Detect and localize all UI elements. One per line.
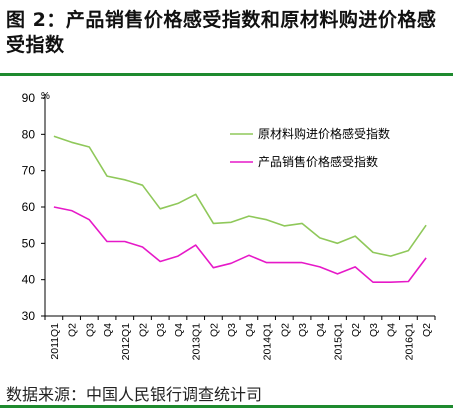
x-tick-label: Q3 [155, 323, 167, 337]
x-tick-label: Q4 [315, 323, 327, 337]
x-tick-label: Q2 [350, 323, 362, 337]
figure-title: 图 2：产品销售价格感受指数和原材料购进价格感受指数 [6, 9, 437, 56]
x-tick-label: 2011Q1 [49, 323, 61, 360]
y-tick-label: 70 [22, 164, 36, 178]
x-tick-label: Q4 [102, 323, 114, 337]
x-tick-label: Q2 [421, 323, 433, 337]
series-line-2 [53, 206, 427, 283]
x-tick-label: 2013Q1 [191, 323, 203, 361]
x-tick-label: 2014Q1 [262, 323, 274, 361]
y-tick-label: 60 [22, 200, 36, 214]
x-tick-label: Q3 [84, 323, 96, 337]
legend-label-2: 产品销售价格感受指数 [258, 154, 378, 169]
x-tick-label: Q2 [138, 323, 150, 337]
x-tick-label: Q3 [226, 323, 238, 337]
x-tick-label: Q3 [297, 323, 309, 337]
x-tick-label: 2015Q1 [333, 323, 345, 361]
x-tick-label: Q2 [208, 323, 220, 337]
y-tick-label: 80 [22, 127, 36, 141]
x-tick-label: Q2 [67, 323, 79, 337]
chart-axes: 30 40 50 60 70 80 90 % 2011Q1 Q2 Q3 Q4 2012Q1 Q2 Q3 Q4 2… [22, 91, 436, 361]
x-tick-label: 2016Q1 [403, 323, 415, 361]
y-tick-label: 40 [22, 273, 36, 287]
legend-label-1: 原材料购进价格感受指数 [258, 126, 390, 141]
y-tick-label: 90 [22, 91, 36, 105]
footer-rule [0, 405, 453, 408]
y-axis-unit: % [41, 91, 50, 102]
x-tick-label: 2012Q1 [120, 323, 132, 361]
x-tick-label: Q4 [386, 323, 398, 337]
line-chart: 30 40 50 60 70 80 90 % 2011Q1 Q2 Q3 Q4 2012Q1 Q2 Q3 Q4 2… [22, 91, 436, 361]
source-note: 数据来源：中国人民银行调查统计司 [6, 385, 263, 404]
x-tick-label: Q3 [368, 323, 380, 337]
series-line-1 [53, 135, 427, 257]
x-tick-label: Q4 [173, 323, 185, 337]
x-tick-label: Q2 [279, 323, 291, 337]
x-tick-label: Q4 [244, 323, 256, 337]
y-tick-label: 50 [22, 236, 36, 250]
y-tick-label: 30 [22, 309, 36, 323]
chart-series [53, 135, 427, 283]
title-rule [0, 73, 453, 76]
